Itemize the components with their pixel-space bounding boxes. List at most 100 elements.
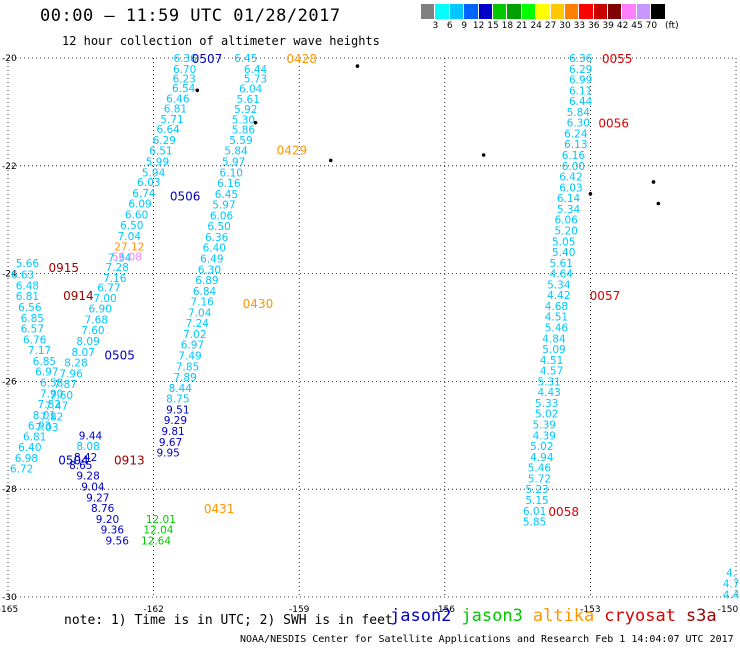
wave-height-value: 6.76 (23, 334, 47, 346)
scale-label: 70 (645, 21, 658, 31)
wave-height-value: 5.34 (547, 279, 571, 291)
wave-height-value: 6.23 (172, 73, 195, 85)
pass-time-label: 0058 (548, 505, 579, 519)
wave-height-value: 6.29 (569, 64, 592, 76)
wave-height-value: 4.39 (533, 430, 556, 442)
wave-height-value: 9.44 (79, 430, 103, 442)
pass-time-label: 0507 (192, 52, 223, 66)
wave-height-value: 7.90 (40, 388, 63, 400)
wave-height-value: 5.97 (212, 200, 235, 212)
wave-height-value: 8.44 (169, 383, 193, 395)
wave-height-value: 8.76 (91, 503, 115, 515)
wave-height-value: 6.40 (203, 243, 226, 255)
wave-height-value: 7.00 (93, 293, 116, 305)
wave-height-value: 6.06 (554, 215, 578, 227)
wave-height-value: 6.54 (172, 83, 196, 95)
satellite-tracks: 6.366.706.236.546.466.815.716.646.296.51… (10, 53, 740, 601)
pass-time-label: 0504 (58, 454, 89, 468)
scale-swatch (651, 4, 666, 19)
island-marker (355, 64, 360, 68)
wave-height-value: 6.48 (16, 280, 39, 292)
wave-height-value: 5.84 (567, 107, 591, 119)
island-marker (651, 180, 656, 184)
wave-height-value: 5.99 (146, 156, 169, 168)
wave-height-value: 6.36 (205, 232, 229, 244)
wave-height-value: 6.85 (21, 313, 44, 325)
wave-height-value: 7.16 (103, 273, 127, 285)
credit-line: NOAA/NESDIS Center for Satellite Applica… (240, 634, 734, 645)
wave-height-value: 9.56 (106, 535, 130, 547)
scale-swatch (464, 4, 479, 19)
scale-label: 30 (559, 21, 571, 31)
wave-height-value: 7.03 (35, 422, 58, 434)
wave-height-value: 8.65 (69, 460, 92, 472)
islands (195, 64, 661, 206)
scale-label: (ft) (665, 21, 679, 31)
wave-height-value: 56.08 (112, 251, 142, 263)
wave-height-value: 6.51 (149, 146, 172, 158)
pass-time-label: 0506 (170, 189, 201, 203)
wave-height-value: 4.43 (537, 387, 560, 399)
wave-height-value: 5.85 (523, 517, 546, 529)
wave-height-value: 6.74 (132, 188, 156, 200)
wave-height-value: 5.23 (525, 484, 548, 496)
island-marker (656, 201, 661, 206)
wave-height-value: 7.24 (186, 318, 210, 330)
wave-height-value: 9.04 (81, 482, 105, 494)
wave-height-value: 8.09 (76, 336, 99, 348)
wave-height-value: 7.60 (50, 390, 73, 402)
wave-height-value: 5.40 (552, 247, 575, 259)
wave-height-value: 6.00 (562, 161, 585, 173)
wave-height-value: 5.46 (528, 463, 552, 475)
wave-height-value: 5.71 (160, 114, 183, 126)
wave-height-value: 6.98 (15, 453, 38, 465)
wave-height-value: 7.60 (81, 325, 104, 337)
wave-height-value: 5.61 (550, 258, 573, 270)
lon-tick-label: -159 (289, 605, 310, 615)
wave-height-value: 6.60 (125, 209, 148, 221)
wave-height-value: 4. (726, 568, 736, 580)
wave-height-value: 7.04 (118, 231, 142, 243)
scale-label: 27 (544, 21, 557, 31)
lat-tick-label: -24 (2, 270, 17, 280)
wave-height-value: 9.28 (76, 471, 99, 483)
wave-height-value: 8.28 (64, 358, 87, 370)
wave-height-value: 27.12 (114, 242, 144, 254)
wave-height-value: 6.24 (564, 128, 588, 140)
axis-labels: -165 -162 -159 -156 -153 -150 -20 -22 -24 -26 -28 -… (0, 54, 738, 615)
wave-height-value: 6.11 (569, 85, 592, 97)
wave-height-value: 5.33 (535, 398, 558, 410)
pass-time-label: 0428 (286, 52, 317, 66)
wave-height-value: 4.51 (545, 312, 568, 324)
wave-height-value: 5.94 (142, 167, 166, 179)
scale-swatch (435, 4, 450, 19)
wave-height-value: 4.84 (542, 333, 566, 345)
wave-height-value: 6.16 (562, 150, 586, 162)
pass-time-label: 0914 (63, 289, 94, 303)
island-marker (253, 120, 258, 125)
wave-height-value: 8.01 (33, 410, 56, 422)
wave-height-color-scale (421, 4, 666, 19)
wave-height-value: 6.64 (156, 124, 180, 136)
pass-time-label: 0915 (49, 261, 80, 275)
scale-label: 36 (588, 21, 600, 31)
wave-height-value: 6.81 (23, 431, 46, 443)
wave-height-value: 6.45 (215, 189, 238, 201)
wave-height-value: 5.72 (528, 473, 551, 485)
lon-tick-label: -165 (0, 605, 18, 615)
scale-label: 15 (487, 21, 499, 31)
wave-height-value: 12.01 (146, 514, 176, 526)
wave-height-value: 6.58 (40, 377, 63, 389)
legend-cryosat: cryosat (604, 606, 676, 626)
wave-height-value: 6.70 (173, 64, 196, 76)
scale-label: 33 (573, 21, 586, 31)
wave-height-value: 4.4 (723, 589, 740, 601)
wave-height-value: 5.86 (232, 125, 256, 137)
wave-height-value: 6.09 (128, 199, 151, 211)
wave-height-value: 7.02 (183, 329, 206, 341)
wave-height-value: 12.64 (141, 535, 171, 547)
wave-height-value: 7.04 (188, 307, 212, 319)
wave-height-value: 6.85 (33, 356, 56, 368)
wave-height-value: 5.05 (552, 236, 575, 248)
wave-height-value: 7.34 (108, 252, 132, 264)
